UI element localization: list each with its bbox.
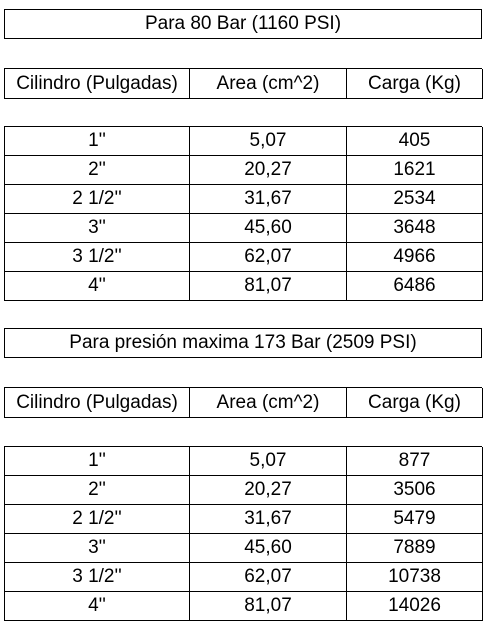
table-2-body: 1'' 5,07 877 2'' 20,27 3506 2 1/2'' 31,6… (4, 446, 483, 621)
table-cell: 405 (347, 127, 483, 156)
table-cell: 10738 (347, 563, 483, 592)
table-cell: 3648 (347, 214, 483, 243)
table-cell: 1621 (347, 156, 483, 185)
table-cell: 5,07 (190, 447, 347, 476)
table-cell: 14026 (347, 592, 483, 621)
table-cell: 20,27 (190, 476, 347, 505)
table-cell: 2'' (5, 156, 190, 185)
table-cell: 877 (347, 447, 483, 476)
table-cell: 2 1/2'' (5, 505, 190, 534)
table-cell: 3'' (5, 214, 190, 243)
table-cell: 45,60 (190, 534, 347, 563)
table-cell: 5,07 (190, 127, 347, 156)
table-cell: 6486 (347, 272, 483, 301)
table-cell: 4'' (5, 272, 190, 301)
table-cell: 7889 (347, 534, 483, 563)
table-cell: 81,07 (190, 592, 347, 621)
table-cell: 1'' (5, 127, 190, 156)
table-cell: 31,67 (190, 185, 347, 214)
table-2-header: Cilindro (Pulgadas) Area (cm^2) Carga (K… (4, 387, 483, 418)
table-cell: 2'' (5, 476, 190, 505)
header-carga: Carga (Kg) (347, 388, 483, 418)
table-cell: 4966 (347, 243, 483, 272)
table-cell: 3 1/2'' (5, 243, 190, 272)
header-cilindro: Cilindro (Pulgadas) (5, 69, 190, 99)
table-cell: 3 1/2'' (5, 563, 190, 592)
table-cell: 62,07 (190, 563, 347, 592)
table-cell: 31,67 (190, 505, 347, 534)
table-cell: 81,07 (190, 272, 347, 301)
header-area: Area (cm^2) (190, 388, 347, 418)
table-cell: 4'' (5, 592, 190, 621)
table-2-title: Para presión maxima 173 Bar (2509 PSI) (4, 328, 482, 358)
header-carga: Carga (Kg) (347, 69, 483, 99)
table-cell: 1'' (5, 447, 190, 476)
table-cell: 62,07 (190, 243, 347, 272)
header-area: Area (cm^2) (190, 69, 347, 99)
header-cilindro: Cilindro (Pulgadas) (5, 388, 190, 418)
table-cell: 2534 (347, 185, 483, 214)
table-cell: 3506 (347, 476, 483, 505)
table-1-header: Cilindro (Pulgadas) Area (cm^2) Carga (K… (4, 68, 483, 99)
table-cell: 45,60 (190, 214, 347, 243)
table-cell: 20,27 (190, 156, 347, 185)
table-cell: 2 1/2'' (5, 185, 190, 214)
table-cell: 5479 (347, 505, 483, 534)
table-cell: 3'' (5, 534, 190, 563)
table-1-body: 1'' 5,07 405 2'' 20,27 1621 2 1/2'' 31,6… (4, 126, 483, 301)
table-1-title: Para 80 Bar (1160 PSI) (4, 9, 482, 39)
